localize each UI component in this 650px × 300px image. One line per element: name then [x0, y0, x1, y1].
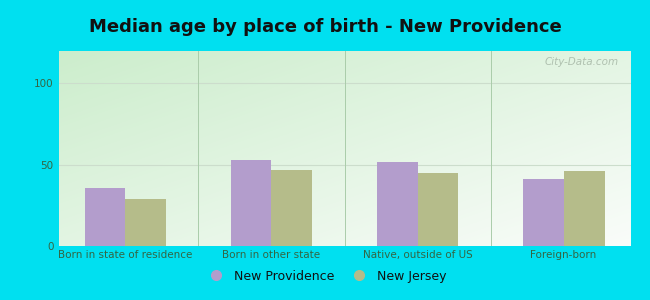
Legend: New Providence, New Jersey: New Providence, New Jersey — [199, 265, 451, 288]
Bar — [564, 171, 604, 246]
Bar — [231, 160, 272, 246]
Bar — [84, 188, 125, 246]
Bar — [272, 169, 313, 246]
Text: Median age by place of birth - New Providence: Median age by place of birth - New Provi… — [88, 18, 562, 36]
Text: City-Data.com: City-Data.com — [545, 57, 619, 67]
Bar — [417, 173, 458, 246]
Bar — [376, 161, 417, 246]
Bar — [125, 199, 166, 246]
Bar — [523, 179, 564, 246]
